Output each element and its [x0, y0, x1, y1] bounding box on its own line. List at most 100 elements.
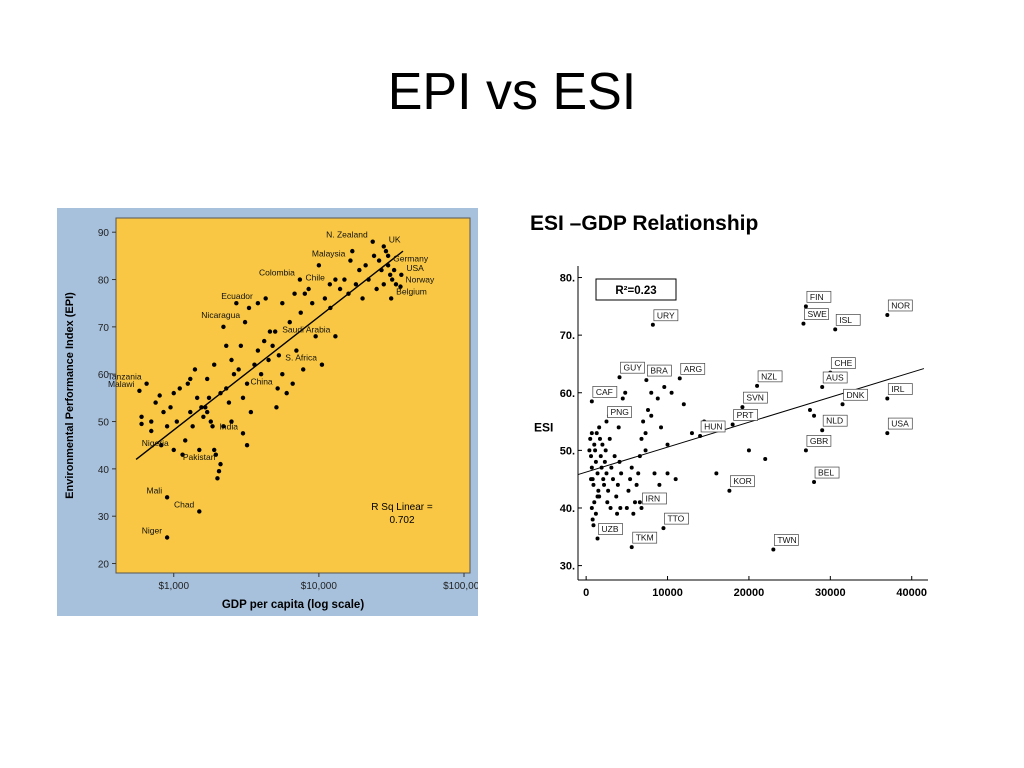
data-point — [258, 372, 264, 377]
data-point — [801, 321, 806, 326]
data-point — [231, 372, 237, 377]
data-point — [591, 482, 596, 487]
data-point — [589, 431, 594, 436]
data-point — [623, 390, 628, 395]
data-point — [350, 248, 355, 254]
point-label-box — [814, 466, 840, 479]
data-point — [594, 431, 599, 436]
data-point — [595, 471, 600, 476]
point-label: Belgium — [396, 286, 427, 296]
point-label: S. Africa — [285, 353, 317, 363]
data-point — [597, 425, 602, 430]
point-label-box — [887, 417, 913, 430]
point-label-box — [647, 364, 672, 377]
data-point — [183, 438, 188, 443]
point-label: HUN — [704, 421, 722, 431]
data-point — [599, 465, 604, 470]
x-tick-label: 10000 — [652, 587, 683, 599]
data-point — [316, 263, 322, 268]
data-point — [833, 327, 838, 332]
data-point — [602, 482, 607, 487]
data-point — [272, 329, 278, 334]
point-label: URY — [657, 310, 675, 320]
data-point — [363, 263, 368, 268]
data-point — [174, 419, 180, 424]
point-label: GBR — [810, 436, 828, 446]
y-tick-label: 70 — [98, 323, 110, 334]
data-point — [600, 442, 605, 447]
data-point — [333, 334, 338, 339]
trend-line — [577, 368, 925, 476]
data-point — [360, 296, 365, 301]
data-point — [204, 376, 210, 382]
data-point — [746, 448, 751, 453]
data-point — [639, 436, 644, 441]
data-point — [297, 277, 303, 282]
data-point — [185, 381, 191, 386]
data-point — [609, 465, 614, 470]
epi-gdp-chart: 20 30 40 50 60 70 80 90 $1,000 $10,000 $100,000 N.… — [57, 208, 478, 616]
data-point — [616, 425, 621, 430]
point-label: TKM — [636, 533, 654, 543]
data-point — [626, 488, 631, 493]
data-point — [607, 436, 612, 441]
x-tick-label: $10,000 — [301, 581, 338, 592]
point-label-box — [680, 362, 706, 375]
data-point — [589, 477, 594, 482]
data-point — [149, 428, 154, 434]
data-point — [139, 414, 144, 419]
point-label: BEL — [818, 468, 834, 478]
x-tick-label: 20000 — [734, 587, 765, 599]
data-point — [644, 378, 649, 383]
data-point — [763, 457, 768, 462]
data-point — [242, 319, 248, 325]
data-point — [631, 511, 636, 516]
y-tick-label: 20 — [98, 560, 110, 571]
point-label-box — [653, 309, 679, 322]
data-point — [820, 384, 825, 389]
data-point — [588, 436, 593, 441]
data-point — [139, 421, 144, 427]
data-point — [194, 395, 200, 401]
plot-axes: 20 30 40 50 60 70 80 90 $1,000 $10,000 $100,000 — [98, 228, 478, 592]
data-point — [617, 459, 622, 464]
point-label: Chad — [174, 499, 195, 509]
data-point — [885, 396, 890, 401]
point-label: Niger — [142, 526, 162, 536]
point-label: N. Zealand — [326, 230, 368, 240]
data-point — [714, 471, 719, 476]
data-point — [598, 454, 603, 459]
data-point — [294, 348, 299, 353]
point-label: PNG — [610, 407, 628, 417]
point-label: Nigeria — [142, 438, 169, 448]
data-point — [201, 414, 206, 419]
data-point — [197, 447, 202, 453]
point-label-box — [730, 475, 755, 488]
point-label: KOR — [733, 476, 751, 486]
data-point — [593, 511, 598, 516]
point-label: Malawi — [108, 379, 135, 389]
data-point — [161, 409, 166, 415]
data-point — [266, 357, 271, 363]
data-point — [681, 402, 686, 407]
annotation-line: 0.702 — [389, 515, 414, 526]
data-point — [328, 305, 333, 311]
data-point — [661, 526, 666, 531]
point-label: UZB — [602, 524, 619, 534]
point-label: ISL — [839, 315, 852, 325]
data-point — [615, 482, 620, 487]
y-axis-label: ESI — [534, 420, 553, 434]
point-label-box — [757, 370, 783, 383]
data-point — [659, 425, 664, 430]
data-point — [374, 286, 379, 292]
data-point — [199, 405, 204, 410]
x-tick-label: $100,000 — [443, 581, 478, 592]
data-point — [677, 376, 682, 381]
data-point — [608, 505, 613, 510]
data-point — [248, 409, 254, 415]
y-tick-label: 70. — [560, 330, 575, 342]
data-point — [655, 396, 660, 401]
point-label: NZL — [761, 371, 777, 381]
data-point — [192, 367, 198, 372]
data-point — [263, 296, 268, 301]
